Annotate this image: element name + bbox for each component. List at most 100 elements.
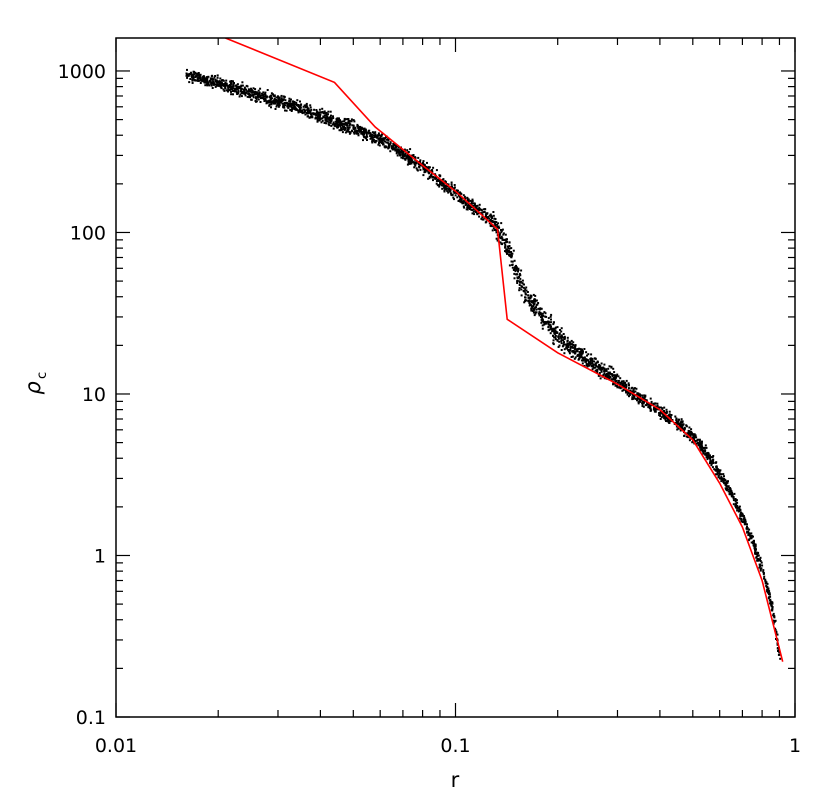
scatter-point <box>502 232 505 235</box>
scatter-point <box>392 142 395 145</box>
scatter-point <box>276 95 279 98</box>
scatter-point <box>428 177 431 180</box>
scatter-point <box>557 337 560 340</box>
scatter-point <box>525 286 528 289</box>
scatter-point <box>317 111 320 114</box>
scatter-point <box>318 108 321 111</box>
scatter-point <box>533 303 535 306</box>
scatter-point <box>414 156 417 159</box>
scatter-point <box>579 351 581 354</box>
scatter-point <box>224 81 227 84</box>
scatter-point <box>324 118 327 121</box>
scatter-point <box>355 129 358 132</box>
scatter-point <box>665 412 668 415</box>
scatter-point <box>732 503 735 506</box>
scatter-point <box>372 139 374 142</box>
scatter-point <box>727 480 729 483</box>
scatter-point <box>518 289 521 292</box>
scatter-point <box>735 499 738 502</box>
scatter-point <box>722 480 725 483</box>
scatter-point <box>344 126 347 129</box>
scatter-point <box>235 90 237 93</box>
scatter-point <box>746 525 748 528</box>
scatter-point <box>613 371 616 374</box>
scatter-point <box>511 260 514 263</box>
scatter-point <box>466 196 469 199</box>
scatter-point <box>632 389 635 392</box>
scatter-point <box>229 80 232 83</box>
scatter-point <box>275 99 278 101</box>
scatter-point <box>239 93 242 96</box>
scatter-point <box>748 528 751 531</box>
scatter-point <box>290 106 293 109</box>
scatter-point <box>548 328 551 331</box>
scatter-point <box>508 245 511 247</box>
scatter-point <box>233 88 236 91</box>
scatter-point <box>635 387 638 390</box>
scatter-point <box>286 103 289 106</box>
scatter-point <box>734 506 737 509</box>
scatter-point <box>270 101 273 104</box>
scatter-point <box>407 162 410 164</box>
scatter-point <box>407 160 410 163</box>
scatter-point <box>765 585 768 588</box>
scatter-point <box>280 94 283 97</box>
scatter-point <box>521 279 524 282</box>
scatter-point <box>566 342 569 345</box>
scatter-point <box>451 193 454 196</box>
scatter-point <box>403 157 406 160</box>
scatter-point <box>405 157 408 160</box>
scatter-point <box>346 126 349 129</box>
scatter-point <box>360 131 363 134</box>
scatter-point <box>663 417 666 420</box>
scatter-point <box>535 308 538 311</box>
scatter-point <box>424 169 426 172</box>
scatter-point <box>220 87 223 90</box>
scatter-point <box>769 595 772 598</box>
scatter-point <box>732 497 735 500</box>
scatter-point <box>230 80 233 82</box>
scatter-point <box>604 369 607 372</box>
scatter-point <box>535 304 538 307</box>
scatter-point <box>303 111 306 114</box>
scatter-point <box>489 218 492 221</box>
scatter-point <box>621 389 624 392</box>
scatter-point <box>333 124 336 127</box>
scatter-point <box>495 229 497 232</box>
scatter-point <box>304 104 307 107</box>
scatter-point <box>579 348 582 351</box>
scatter-point <box>581 362 584 365</box>
scatter-point <box>403 155 406 158</box>
scatter-point <box>321 111 324 114</box>
scatter-point <box>588 361 590 364</box>
scatter-point <box>519 281 521 284</box>
scatter-point <box>320 121 323 124</box>
scatter-point <box>306 105 308 108</box>
scatter-point <box>746 530 749 533</box>
scatter-point <box>275 105 278 108</box>
scatter-point <box>531 305 533 308</box>
scatter-point <box>699 446 702 449</box>
scatter-point <box>329 121 332 124</box>
scatter-point <box>497 222 500 225</box>
scatter-point <box>701 440 703 443</box>
scatter-point <box>371 131 374 134</box>
scatter-point <box>288 105 291 107</box>
scatter-point <box>344 131 347 134</box>
scatter-point <box>675 419 678 422</box>
scatter-point <box>562 339 564 342</box>
scatter-point <box>298 106 301 109</box>
scatter-point <box>683 434 686 437</box>
scatter-point <box>768 599 771 602</box>
y-tick-label: 100 <box>70 222 106 244</box>
scatter-point <box>299 109 302 112</box>
scatter-point <box>532 300 534 303</box>
scatter-point <box>347 118 350 120</box>
scatter-point <box>473 202 476 205</box>
scatter-point <box>252 96 255 99</box>
scatter-point <box>487 215 490 218</box>
scatter-point <box>348 120 351 122</box>
scatter-point <box>508 264 511 267</box>
scatter-point <box>625 379 628 382</box>
scatter-point <box>206 84 209 87</box>
